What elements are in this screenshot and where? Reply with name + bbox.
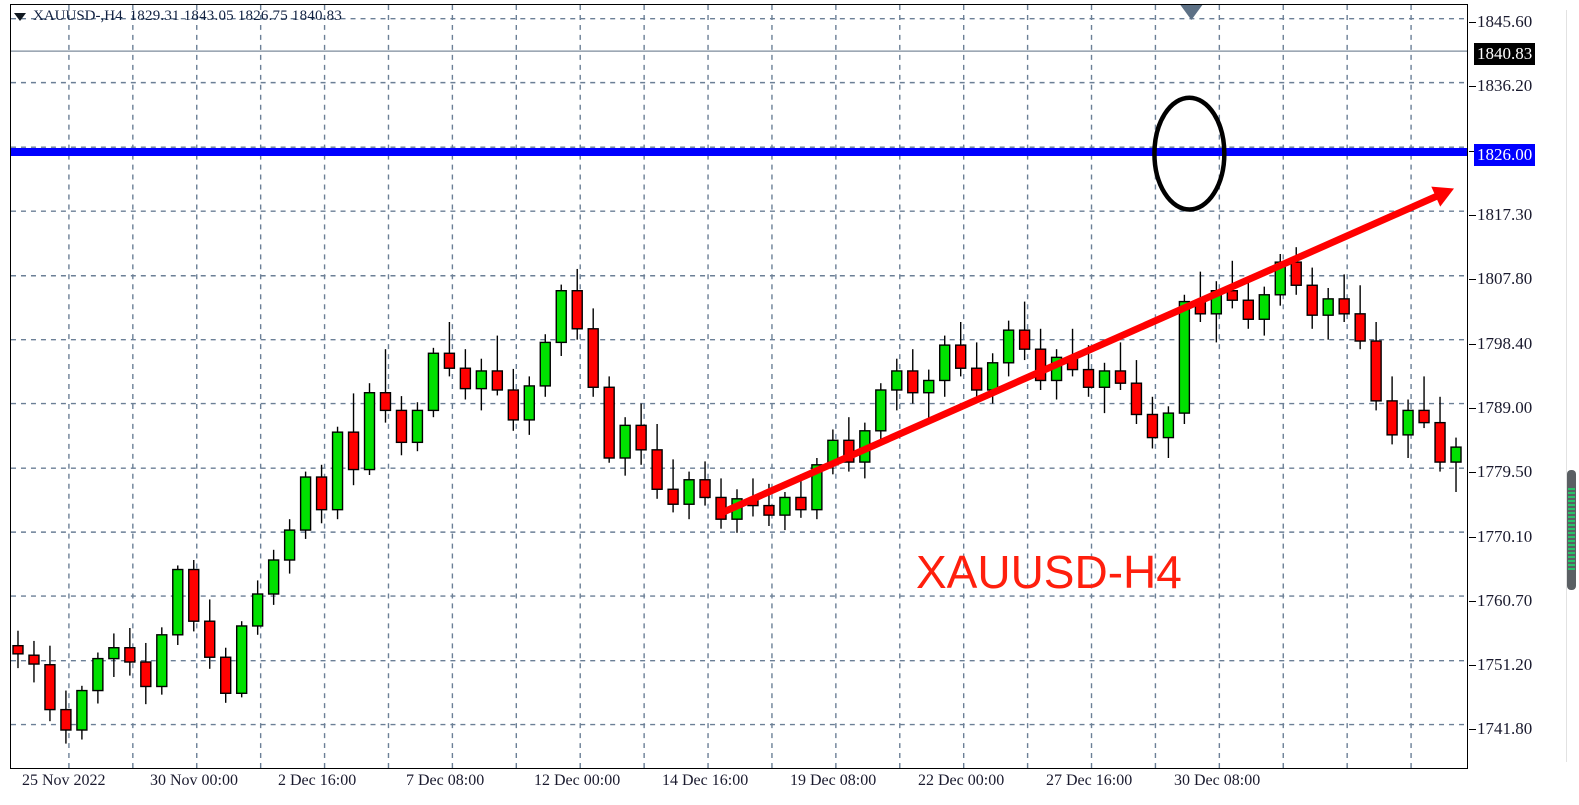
price-tick	[1469, 536, 1476, 538]
price-tick-label: 1770.10	[1477, 526, 1533, 546]
current-price-label: 1840.83	[1474, 43, 1536, 66]
scrollbar-thumb[interactable]	[1567, 470, 1576, 590]
chevron-down-icon[interactable]	[14, 13, 26, 21]
chart-annotation-label: XAUUSD-H4	[916, 546, 1182, 598]
time-tick-label: 25 Nov 2022	[22, 772, 106, 789]
level-price-label[interactable]: 1826.00	[1474, 144, 1536, 167]
price-tick-label: 1836.20	[1477, 75, 1533, 95]
time-axis[interactable]: 25 Nov 2022 30 Nov 00:00 2 Dec 16:00 7 Dec …	[10, 770, 1468, 802]
trendline-arrow[interactable]	[720, 186, 1455, 516]
price-tick	[1469, 600, 1476, 602]
time-tick-label: 27 Dec 16:00	[1046, 772, 1133, 789]
price-tick	[1469, 85, 1476, 87]
breakout-ellipse[interactable]	[1152, 95, 1227, 212]
price-tick	[1469, 21, 1476, 23]
price-tick-label: 1798.40	[1477, 333, 1533, 353]
price-tick	[1469, 214, 1476, 216]
top-triangle-marker[interactable]	[1180, 5, 1203, 20]
time-tick-label: 7 Dec 08:00	[406, 772, 485, 789]
vertical-gridlines	[68, 5, 1412, 768]
price-tick-label: 1779.50	[1477, 462, 1533, 482]
candle-series	[12, 247, 1462, 744]
symbol-label: XAUUSD-,H4	[33, 7, 123, 24]
price-tick-label: 1789.00	[1477, 397, 1533, 417]
price-tick-label: 1741.80	[1477, 719, 1533, 739]
price-tick	[1469, 472, 1476, 474]
price-tick	[1469, 343, 1476, 345]
time-tick-label: 14 Dec 16:00	[662, 772, 749, 789]
price-tick	[1469, 150, 1476, 152]
price-tick-label: 1751.20	[1477, 655, 1533, 675]
price-tick-label: 1817.30	[1477, 204, 1533, 224]
time-tick-label: 30 Dec 08:00	[1174, 772, 1261, 789]
symbol-header: XAUUSD-,H4 1829.31 1843.05 1826.75 1840.…	[14, 6, 342, 26]
price-tick-label: 1760.70	[1477, 590, 1533, 610]
price-tick-label: 1807.80	[1477, 269, 1533, 289]
price-axis[interactable]: 1845.601836.201826.701817.301807.801798.…	[1469, 4, 1569, 769]
price-tick	[1469, 279, 1476, 281]
ohlc-values: 1829.31 1843.05 1826.75 1840.83	[129, 7, 343, 24]
vertical-scrollbar[interactable]	[1566, 10, 1576, 762]
horizontal-gridlines	[11, 17, 1467, 726]
time-tick-label: 30 Nov 00:00	[150, 772, 238, 789]
time-tick-label: 2 Dec 16:00	[278, 772, 357, 789]
candlestick-plot	[11, 5, 1467, 768]
price-tick	[1469, 407, 1476, 409]
time-tick-label: 12 Dec 00:00	[534, 772, 621, 789]
price-tick-label: 1845.60	[1477, 11, 1533, 31]
price-tick	[1469, 729, 1476, 731]
chart-plot-area[interactable]: XAUUSD-H4	[10, 4, 1468, 769]
price-tick	[1469, 665, 1476, 667]
scrollbar-hatch-texture	[1568, 488, 1575, 572]
time-tick-label: 22 Dec 00:00	[918, 772, 1005, 789]
time-tick-label: 19 Dec 08:00	[790, 772, 877, 789]
